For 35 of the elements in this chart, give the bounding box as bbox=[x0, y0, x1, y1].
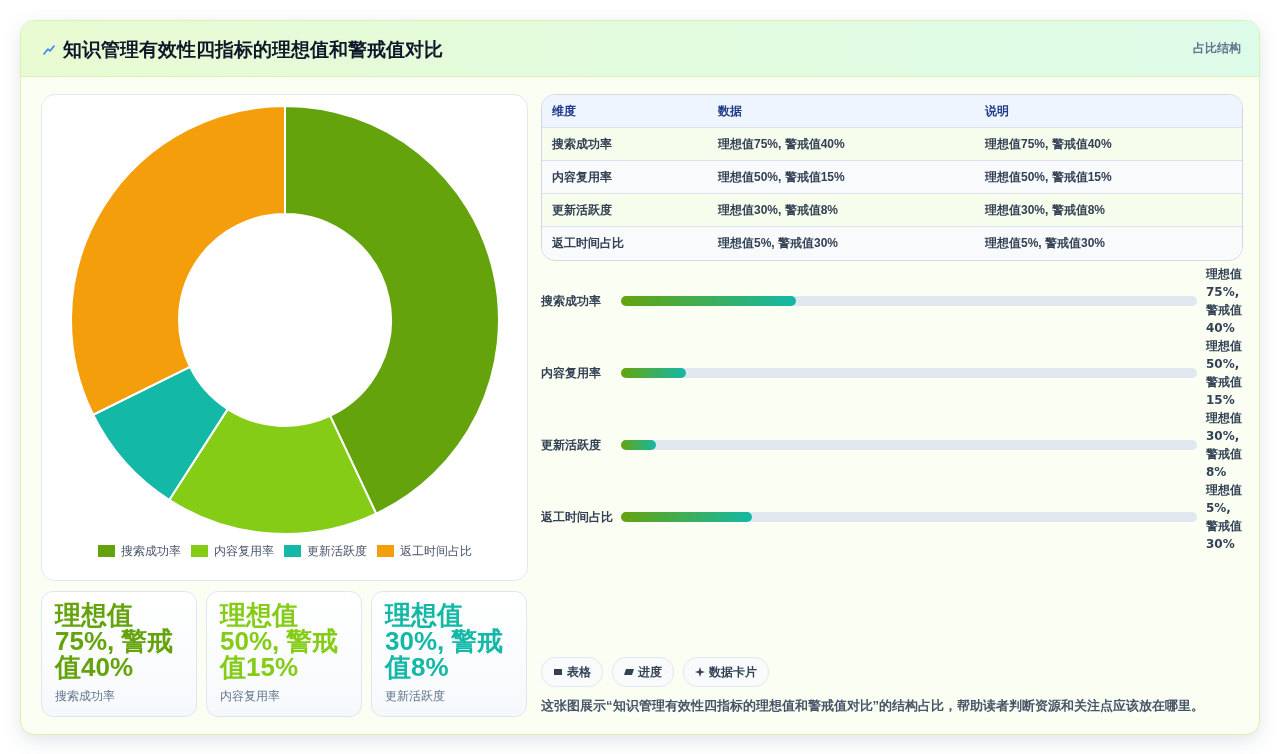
text: 说明 bbox=[975, 95, 1242, 128]
text: 理想值30%, 警戒值8% bbox=[975, 193, 1242, 227]
text: 理想值30%, 警戒值8% bbox=[385, 600, 505, 682]
text: 知识管理有效性四指标的理想值和警戒值对比 bbox=[63, 38, 443, 62]
legend-label: 内容复用率 bbox=[213, 542, 274, 560]
text: 进度 bbox=[638, 663, 662, 681]
y-tick-label: 内容复用率 bbox=[541, 365, 601, 382]
text: 理想值5%, 警戒值30% bbox=[708, 226, 975, 259]
y-tick-label: 搜索成功率 bbox=[541, 293, 601, 310]
data-label: 理想值50%, 警戒值15% bbox=[1206, 338, 1243, 409]
data-label: 理想值5%, 警戒值30% bbox=[1206, 482, 1243, 553]
text: 占比结构 bbox=[1193, 40, 1241, 57]
text: 理想值50%, 警戒值15% bbox=[708, 160, 975, 194]
legend-label: 搜索成功率 bbox=[120, 542, 181, 560]
data-label: 理想值75%, 警戒值40% bbox=[1206, 266, 1243, 337]
text: 理想值50%, 警戒值15% bbox=[975, 160, 1242, 194]
text: 搜索成功率 bbox=[55, 688, 115, 705]
data-label: 理想值30%, 警戒值8% bbox=[1206, 410, 1243, 481]
text: 数据 bbox=[708, 95, 975, 128]
legend-label: 更新活跃度 bbox=[306, 542, 367, 560]
text: 更新活跃度 bbox=[385, 688, 445, 705]
text: 这张图展示“知识管理有效性四指标的理想值和警戒值对比”的结构占比，帮助读者判断资源和关注点应该放在哪里。 bbox=[541, 697, 1204, 715]
text: 维度 bbox=[542, 95, 708, 128]
text: 数据卡片 bbox=[709, 663, 757, 681]
text: 理想值30%, 警戒值8% bbox=[708, 193, 975, 227]
y-tick-label: 更新活跃度 bbox=[541, 437, 601, 454]
text: 理想值5%, 警戒值30% bbox=[975, 226, 1242, 259]
text: 理想值75%, 警戒值40% bbox=[975, 127, 1242, 161]
text: 表格 bbox=[567, 663, 591, 681]
text: 理想值50%, 警戒值15% bbox=[220, 600, 340, 682]
text: 理想值75%, 警戒值40% bbox=[708, 127, 975, 161]
legend-label: 返工时间占比 bbox=[399, 542, 472, 560]
y-tick-label: 返工时间占比 bbox=[541, 509, 613, 526]
text: 理想值75%, 警戒值40% bbox=[55, 600, 175, 682]
text: 内容复用率 bbox=[220, 688, 280, 705]
